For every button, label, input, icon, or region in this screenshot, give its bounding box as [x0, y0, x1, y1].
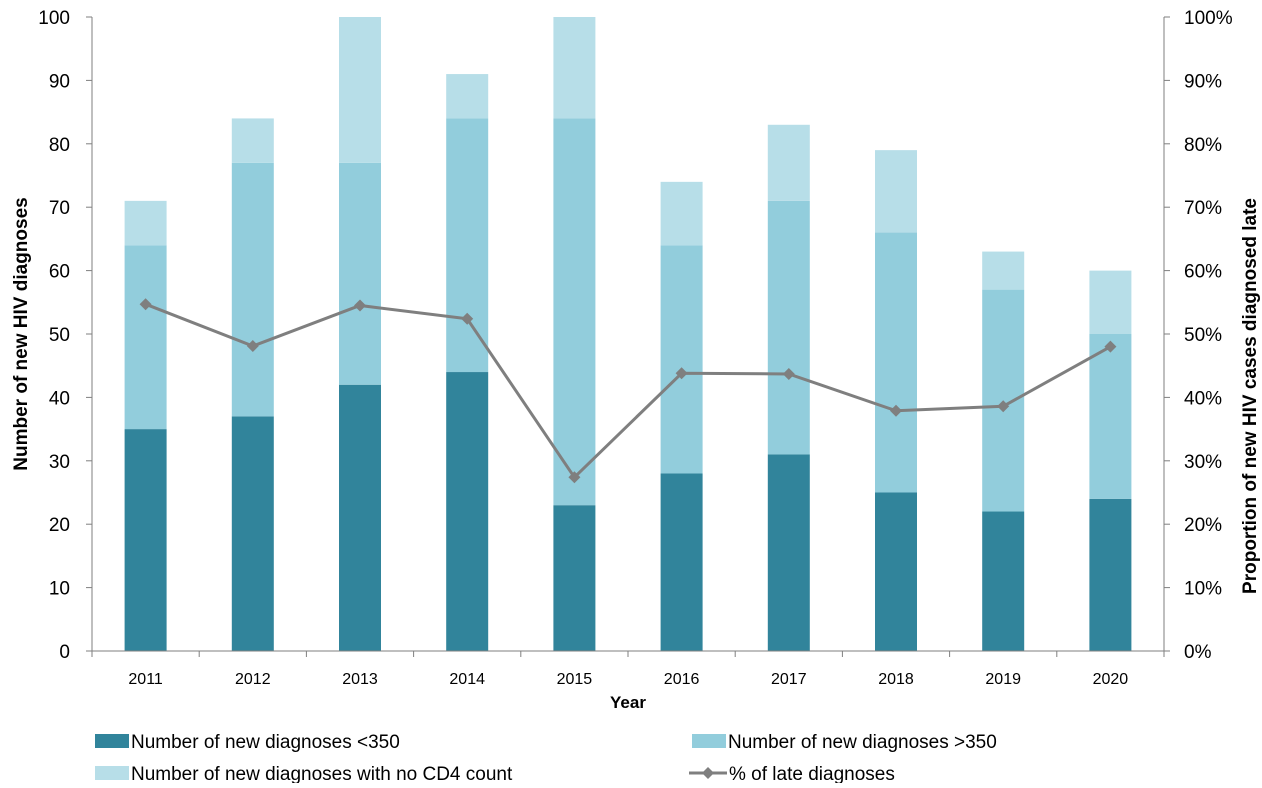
late-diagnoses-point-2014: [461, 312, 474, 325]
late-diagnoses-point-2011: [139, 298, 152, 311]
late-diagnoses-point-2012: [246, 340, 259, 353]
bar-segment-2018-s1: [875, 232, 917, 493]
x-axis-title: Year: [610, 693, 646, 712]
y-tick-label: 30: [49, 452, 70, 473]
x-tick-label: 2017: [771, 671, 807, 688]
y-tick-label: 10: [49, 579, 70, 600]
bar-segment-2017-s0: [767, 454, 810, 651]
bar-segment-2012-s1: [231, 162, 274, 417]
y2-tick-label: 20%: [1184, 515, 1222, 536]
x-tick-label: 2015: [557, 671, 593, 688]
y2-tick-label: 10%: [1184, 579, 1222, 600]
y2-tick-label: 50%: [1184, 325, 1222, 346]
bar-segment-2015-s2: [553, 17, 596, 119]
y2-tick-label: 70%: [1184, 198, 1222, 219]
y2-tick-label: 0%: [1184, 642, 1212, 663]
bar-segment-2012-s2: [231, 118, 274, 163]
bar-segment-2013-s2: [339, 17, 381, 163]
x-tick-label: 2016: [664, 671, 700, 688]
y-tick-label: 80: [49, 135, 70, 156]
y-tick-label: 50: [49, 325, 70, 346]
y2-tick-label: 100%: [1184, 8, 1233, 29]
legend: Number of new diagnoses <350 Number of n…: [95, 732, 997, 785]
x-tick-label: 2012: [235, 671, 271, 688]
x-tick-label: 2014: [449, 671, 485, 688]
line-series-layer: [139, 298, 1117, 484]
bar-segment-2017-s1: [767, 200, 810, 455]
bar-segment-2017-s2: [767, 124, 810, 201]
x-tick-label: 2018: [878, 671, 914, 688]
y-axis-title: Number of new HIV diagnoses: [11, 197, 32, 470]
x-tick-label: 2020: [1093, 671, 1129, 688]
bar-segment-2016-s2: [660, 181, 703, 246]
legend-swatch-above-350: [692, 734, 726, 748]
late-diagnoses-point-2020: [1104, 340, 1117, 353]
bar-segment-2012-s0: [231, 416, 274, 651]
y-tick-label: 40: [49, 388, 70, 409]
legend-swatch-late-diagnoses-marker: [702, 767, 714, 779]
y2-axis-title: Proportion of new HIV cases diagnosed la…: [1240, 198, 1261, 594]
legend-label-below-350: Number of new diagnoses <350: [131, 732, 400, 753]
late-diagnoses-line: [145, 302, 1112, 480]
y-tick-label: 90: [49, 71, 70, 92]
y2-tick-label: 60%: [1184, 262, 1222, 283]
y-tick-label: 70: [49, 198, 70, 219]
legend-item-below-350: Number of new diagnoses <350: [95, 732, 400, 753]
y2-tick-label: 80%: [1184, 135, 1222, 156]
late-diagnoses-point-2019: [997, 400, 1010, 413]
late-diagnoses-point-2017: [782, 367, 795, 380]
x-tick-label: 2019: [985, 671, 1021, 688]
bar-segment-2016-s1: [660, 245, 703, 474]
bar-segment-2014-s1: [446, 118, 489, 373]
bar-segment-2016-s0: [660, 473, 703, 651]
y2-tick-label: 90%: [1184, 71, 1222, 92]
y-tick-label: 0: [59, 642, 70, 663]
bar-segment-2011-s0: [124, 429, 167, 651]
bar-segment-2020-s1: [1089, 334, 1132, 499]
bar-segment-2013-s1: [339, 162, 381, 385]
late-diagnoses-point-2016: [675, 367, 688, 380]
x-tick-label: 2013: [342, 671, 378, 688]
legend-item-no-cd4: Number of new diagnoses with no CD4 coun…: [95, 764, 513, 785]
y2-tick-label: 30%: [1184, 452, 1222, 473]
late-diagnoses-point-2018: [890, 404, 902, 417]
legend-label-above-350: Number of new diagnoses >350: [728, 732, 997, 753]
bar-segment-2015-s0: [553, 505, 596, 651]
bar-segment-2015-s1: [553, 118, 596, 506]
bar-segment-2020-s0: [1089, 498, 1132, 651]
bar-segment-2018-s2: [875, 150, 917, 233]
y2-tick-label: 40%: [1184, 388, 1222, 409]
legend-swatch-below-350: [95, 734, 129, 748]
ticks-layer: 0 10 20 30 40 50 60 70 80 90 100 0% 10% 20% 30% 40% 50% 6…: [38, 8, 1232, 688]
late-diagnoses-point-2013: [354, 299, 366, 312]
legend-swatch-no-cd4: [95, 766, 129, 780]
bar-segment-2018-s0: [875, 492, 917, 651]
bar-segment-2014-s0: [446, 372, 489, 651]
legend-label-late-diagnoses: % of late diagnoses: [729, 764, 895, 783]
bar-segment-2013-s0: [339, 384, 381, 651]
bar-segment-2014-s2: [446, 74, 489, 119]
bars-layer: [124, 17, 1132, 651]
y-tick-label: 20: [49, 515, 70, 536]
bar-segment-2019-s0: [982, 511, 1025, 651]
bar-segment-2020-s2: [1089, 270, 1132, 334]
bar-segment-2019-s2: [982, 251, 1025, 290]
legend-item-above-350: Number of new diagnoses >350: [692, 732, 997, 753]
late-diagnoses-point-2015: [568, 471, 581, 484]
legend-label-no-cd4: Number of new diagnoses with no CD4 coun…: [131, 764, 513, 783]
bar-segment-2011-s2: [124, 200, 167, 246]
bar-segment-2011-s1: [124, 245, 167, 430]
legend-item-late-diagnoses: % of late diagnoses: [689, 764, 895, 785]
y-tick-label: 60: [49, 262, 70, 283]
y-tick-label: 100: [38, 8, 70, 29]
x-tick-label: 2011: [128, 671, 163, 688]
